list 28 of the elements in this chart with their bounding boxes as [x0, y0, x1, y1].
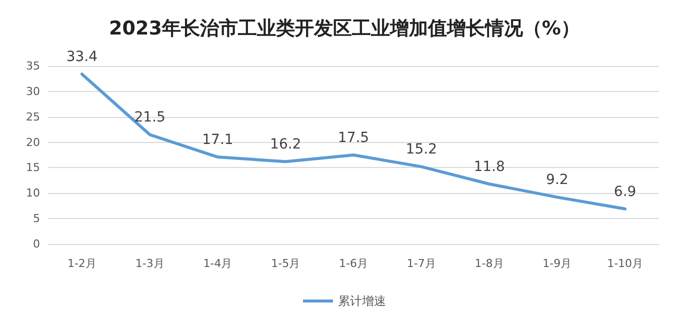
- data-label: 16.2: [270, 136, 302, 153]
- data-label: 17.1: [202, 132, 234, 148]
- y-tick-label: 20: [26, 136, 40, 149]
- y-tick-label: 15: [26, 161, 40, 174]
- data-label: 21.5: [134, 110, 166, 126]
- data-label: 6.9: [614, 184, 636, 200]
- x-tick-label: 1-9月: [542, 257, 572, 270]
- data-label: 17.5: [338, 130, 370, 146]
- data-label: 9.2: [546, 172, 568, 188]
- data-label: 11.8: [474, 158, 505, 175]
- y-tick-label: 30: [26, 84, 40, 98]
- x-tick-label: 1-3月: [135, 257, 164, 270]
- x-tick-label: 1-8月: [474, 257, 504, 270]
- x-tick-label: 1-4月: [203, 257, 232, 270]
- x-tick-label: 1-2月: [67, 257, 96, 270]
- x-tick-label: 1-5月: [271, 257, 300, 270]
- y-tick-label: 5: [33, 212, 40, 226]
- x-tick-label: 1-10月: [607, 257, 644, 270]
- y-tick-label: 25: [26, 110, 40, 124]
- y-tick-label: 10: [26, 186, 40, 200]
- x-tick-label: 1-6月: [339, 257, 368, 270]
- chart-title: 2023年长治市工业类开发区工业增加值增长情况（%）: [109, 18, 580, 40]
- legend-label: 累计增速: [338, 294, 386, 308]
- y-tick-label: 0: [33, 238, 40, 250]
- data-label: 15.2: [406, 142, 437, 158]
- x-tick-label: 1-7月: [406, 257, 436, 270]
- data-label: 33.4: [66, 49, 98, 66]
- y-tick-label: 35: [26, 60, 40, 72]
